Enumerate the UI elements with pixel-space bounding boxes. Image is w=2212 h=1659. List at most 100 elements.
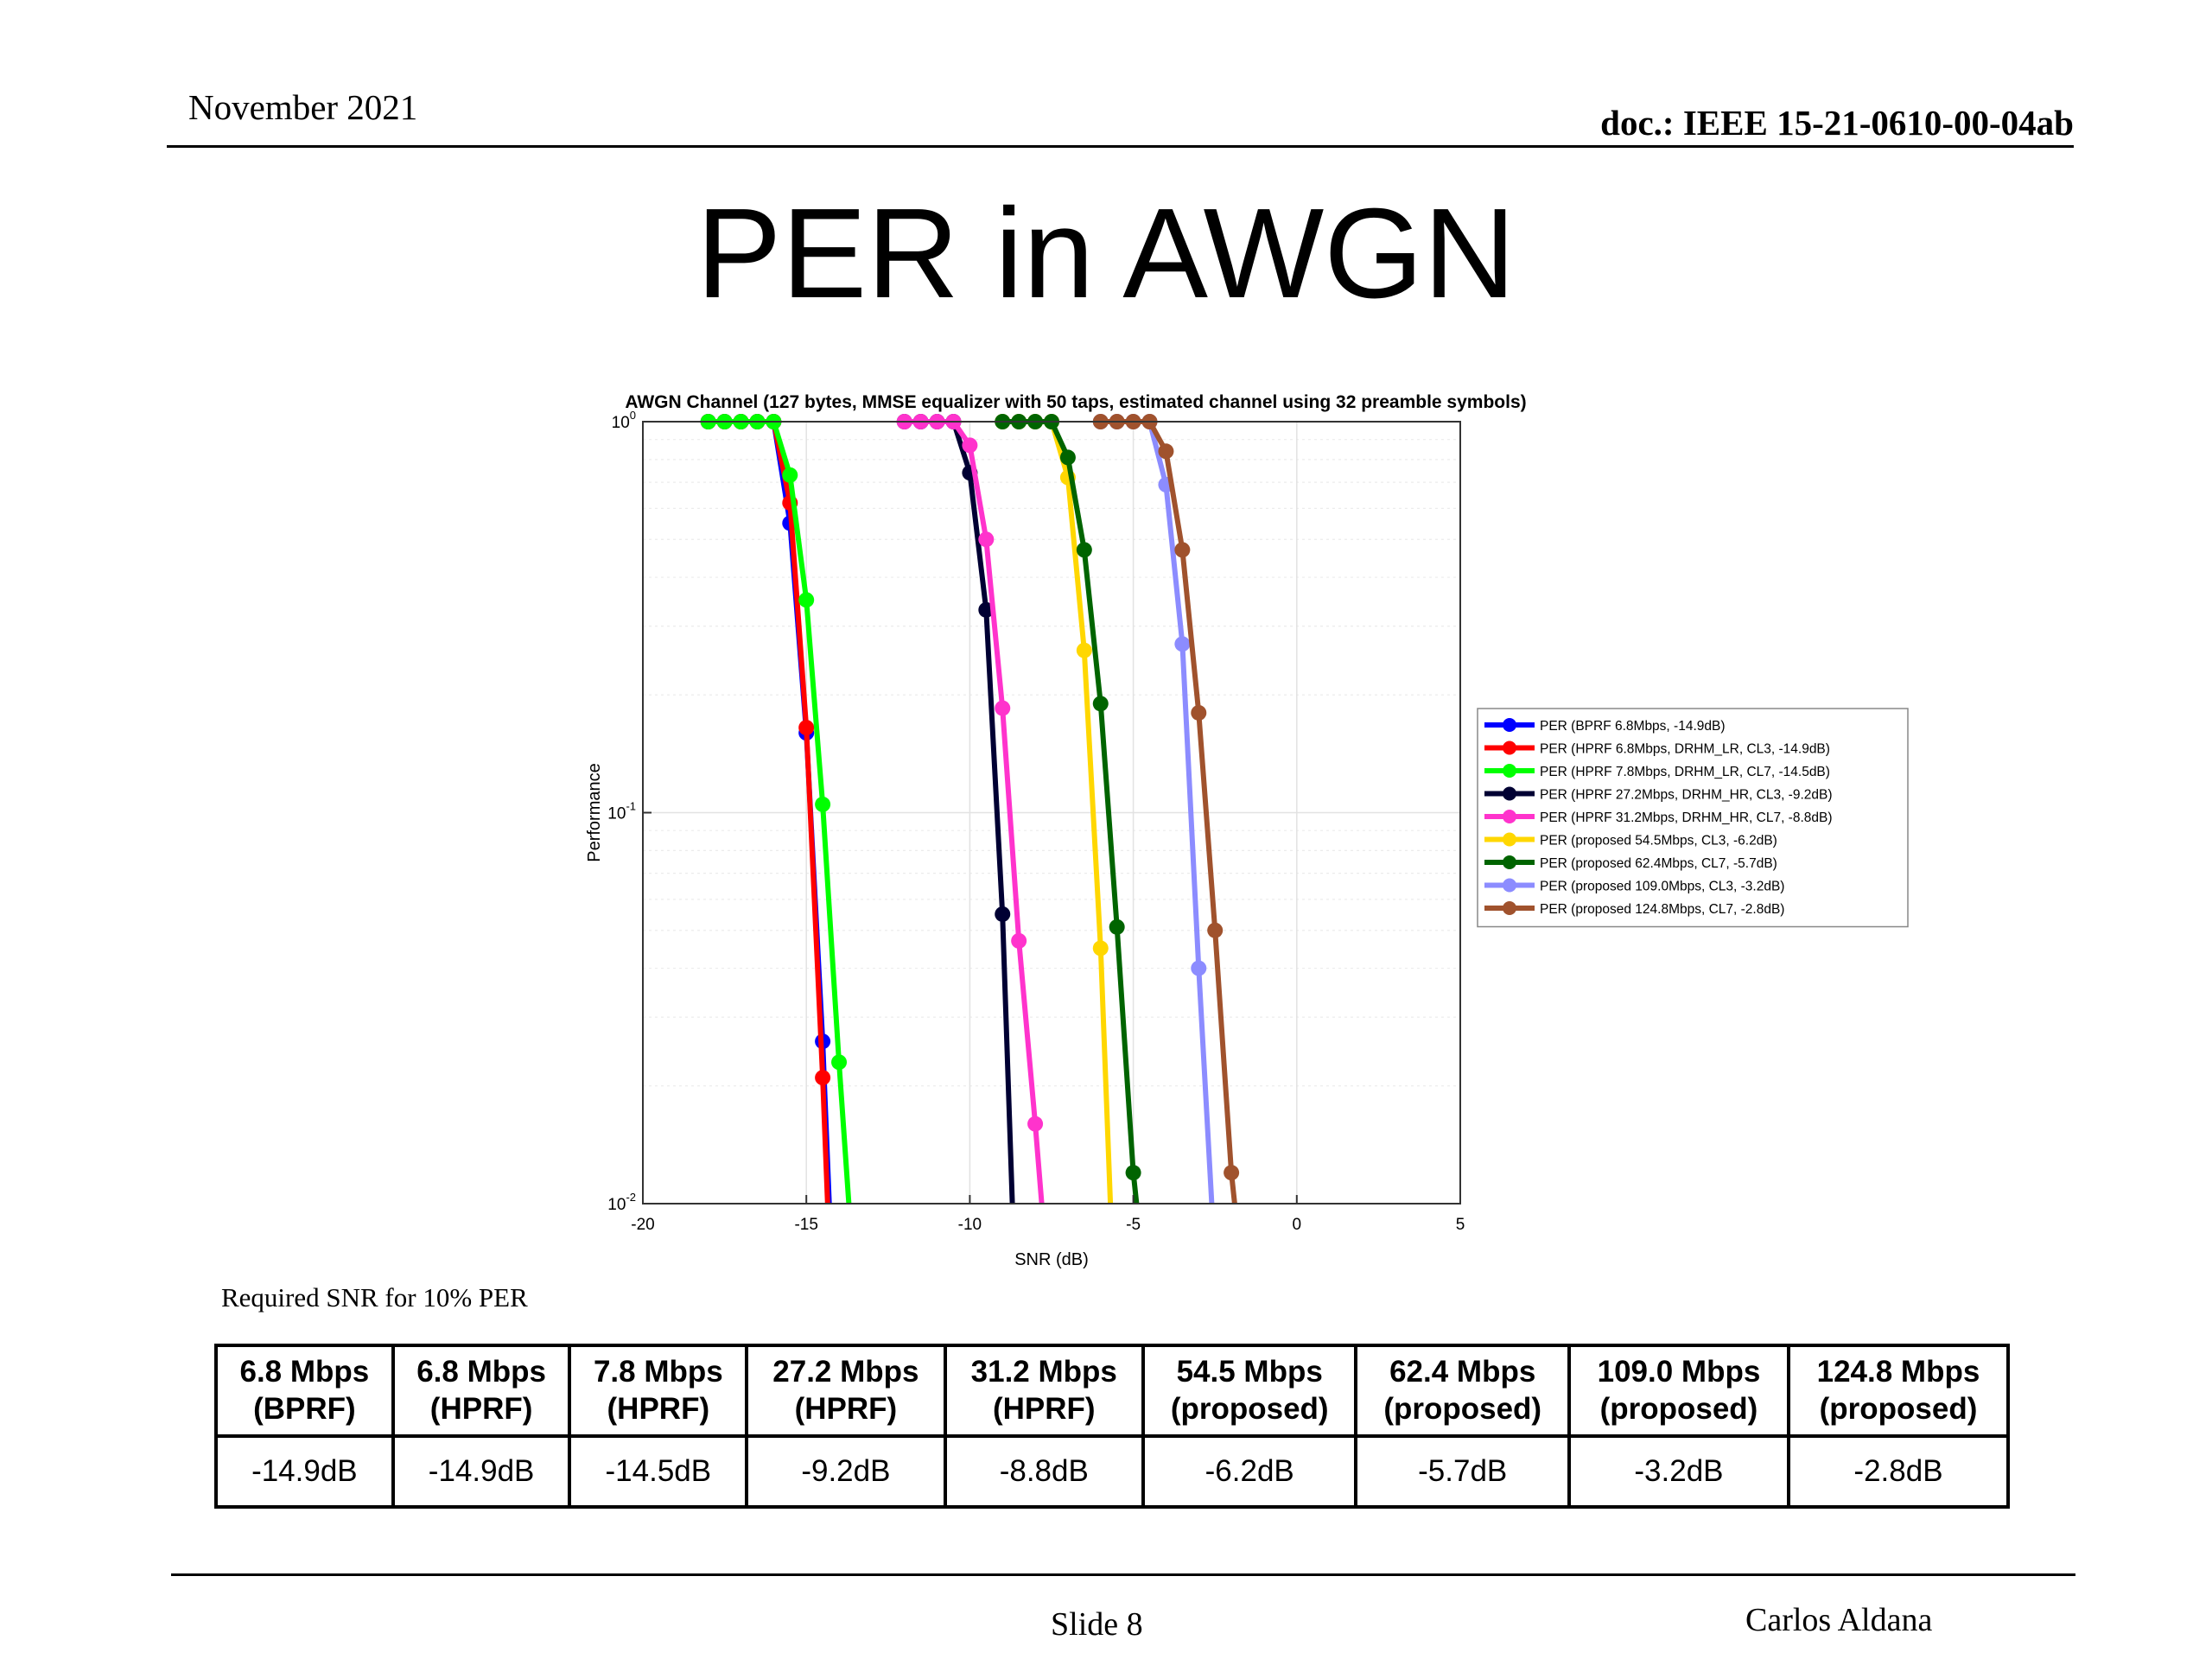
x-tick-label: 5	[1456, 1216, 1465, 1234]
y-tick-label: 10-1	[607, 800, 636, 823]
legend-marker	[1503, 878, 1516, 893]
snr-value-cell: -9.2dB	[745, 1434, 947, 1509]
snr-value-cell: -3.2dB	[1567, 1434, 1790, 1509]
snr-value-cell: -14.9dB	[214, 1434, 395, 1509]
mode-label: (HPRF)	[607, 1391, 710, 1426]
data-point	[1191, 960, 1207, 976]
legend-label: PER (HPRF 31.2Mbps, DRHM_HR, CL7, -8.8dB…	[1540, 810, 1833, 825]
data-point	[1059, 449, 1076, 466]
legend-label: PER (BPRF 6.8Mbps, -14.9dB)	[1540, 719, 1726, 734]
footer-rule	[171, 1573, 2075, 1576]
y-axis-label: Performance	[585, 763, 604, 862]
rate-label: 54.5 Mbps	[1176, 1354, 1323, 1389]
data-point	[831, 1054, 848, 1071]
data-point	[815, 796, 831, 812]
rate-label: 7.8 Mbps	[593, 1354, 723, 1389]
x-tick-label: -10	[958, 1216, 982, 1234]
legend-marker	[1503, 810, 1516, 823]
mode-label: (proposed)	[1170, 1391, 1329, 1426]
table-header-cell: 62.4 Mbps (proposed)	[1354, 1344, 1571, 1438]
data-point	[782, 467, 798, 483]
table-header-cell: 124.8 Mbps (proposed)	[1786, 1344, 2011, 1438]
mode-label: (HPRF)	[794, 1391, 898, 1426]
legend-marker	[1503, 855, 1516, 869]
data-point	[1174, 542, 1191, 558]
snr-table: 6.8 Mbps (BPRF) 6.8 Mbps (HPRF) 7.8 Mbps (H…	[214, 1344, 2011, 1509]
legend-label: PER (HPRF 7.8Mbps, DRHM_LR, CL7, -14.5dB…	[1540, 765, 1830, 779]
snr-value-cell: -14.9dB	[391, 1434, 572, 1509]
legend-label: PER (HPRF 6.8Mbps, DRHM_LR, CL3, -14.9dB…	[1540, 742, 1830, 757]
legend-marker	[1503, 832, 1516, 847]
table-header-row: 6.8 Mbps (BPRF) 6.8 Mbps (HPRF) 7.8 Mbps (H…	[214, 1344, 2011, 1438]
table-caption: Required SNR for 10% PER	[221, 1282, 528, 1313]
rate-label: 124.8 Mbps	[1816, 1354, 1980, 1389]
data-point	[1092, 696, 1109, 712]
rate-label: 62.4 Mbps	[1389, 1354, 1536, 1389]
data-point	[962, 437, 978, 454]
x-tick-label: -5	[1126, 1216, 1141, 1234]
data-point	[815, 1070, 831, 1086]
legend-box	[1477, 708, 1909, 928]
table-header-cell: 31.2 Mbps (HPRF)	[943, 1344, 1145, 1438]
mode-label: (proposed)	[1599, 1391, 1758, 1426]
mode-label: (HPRF)	[429, 1391, 533, 1426]
data-point	[1174, 636, 1191, 652]
rate-label: 27.2 Mbps	[772, 1354, 919, 1389]
header-doc-id: doc.: IEEE 15-21-0610-00-04ab	[1600, 103, 2074, 143]
legend-label: PER (HPRF 27.2Mbps, DRHM_HR, CL3, -9.2dB…	[1540, 788, 1833, 803]
table-header-cell: 7.8 Mbps (HPRF)	[568, 1344, 749, 1438]
data-point	[1109, 918, 1125, 935]
mode-label: (proposed)	[1383, 1391, 1542, 1426]
legend-marker	[1503, 764, 1516, 778]
legend-marker	[1503, 901, 1516, 915]
data-point	[1158, 443, 1174, 460]
rate-label: 109.0 Mbps	[1597, 1354, 1761, 1389]
legend-marker	[1503, 741, 1516, 755]
mode-label: (HPRF)	[992, 1391, 1096, 1426]
y-tick-label: 10-2	[607, 1191, 636, 1214]
legend-marker	[1503, 718, 1516, 732]
per-chart: -20 -15 -10 -5 0 5 100 10-1 10-2 AWGN Channel (12…	[585, 392, 1909, 1269]
header-rule	[167, 145, 2074, 148]
table-header-cell: 6.8 Mbps (BPRF)	[214, 1344, 395, 1438]
snr-value-cell: -6.2dB	[1141, 1434, 1358, 1509]
table-header-cell: 27.2 Mbps (HPRF)	[745, 1344, 947, 1438]
data-point	[1125, 1165, 1141, 1181]
data-point	[1027, 1116, 1044, 1132]
chart-title: AWGN Channel (127 bytes, MMSE equalizer …	[625, 392, 1526, 412]
data-point	[1224, 1165, 1240, 1181]
slide-number: Slide 8	[1051, 1606, 1143, 1643]
legend-label: PER (proposed 62.4Mbps, CL7, -5.7dB)	[1540, 856, 1777, 871]
y-tick-label: 100	[612, 409, 636, 432]
data-point	[1011, 932, 1027, 949]
legend-label: PER (proposed 124.8Mbps, CL7, -2.8dB)	[1540, 902, 1784, 917]
data-point	[1207, 922, 1224, 938]
snr-value-cell: -8.8dB	[943, 1434, 1145, 1509]
table-header-cell: 109.0 Mbps (proposed)	[1567, 1344, 1790, 1438]
header-date: November 2021	[188, 87, 418, 127]
x-tick-label: 0	[1293, 1216, 1302, 1234]
rate-label: 6.8 Mbps	[239, 1354, 370, 1389]
data-point	[995, 700, 1011, 716]
snr-value-cell: -2.8dB	[1786, 1434, 2011, 1509]
x-tick-label: -20	[631, 1216, 654, 1234]
table-row: -14.9dB -14.9dB -14.5dB -9.2dB -8.8dB -6…	[214, 1434, 2011, 1509]
mode-label: (proposed)	[1819, 1391, 1978, 1426]
legend-label: PER (proposed 109.0Mbps, CL3, -3.2dB)	[1540, 880, 1784, 894]
data-point	[798, 720, 815, 736]
rate-label: 6.8 Mbps	[416, 1354, 546, 1389]
data-point	[1092, 940, 1109, 957]
mode-label: (BPRF)	[253, 1391, 356, 1426]
table-header-cell: 6.8 Mbps (HPRF)	[391, 1344, 572, 1438]
snr-value-cell: -14.5dB	[568, 1434, 749, 1509]
page-title: PER in AWGN	[696, 182, 1516, 325]
data-point	[978, 531, 995, 548]
author-name: Carlos Aldana	[1745, 1602, 1933, 1638]
legend-label: PER (proposed 54.5Mbps, CL3, -6.2dB)	[1540, 834, 1777, 849]
x-tick-label: -15	[794, 1216, 817, 1234]
table-header-cell: 54.5 Mbps (proposed)	[1141, 1344, 1358, 1438]
legend: PER (BPRF 6.8Mbps, -14.9dB) PER (HPRF 6.8…	[1477, 708, 1909, 928]
snr-value-cell: -5.7dB	[1354, 1434, 1571, 1509]
x-axis-label: SNR (dB)	[1014, 1250, 1089, 1269]
data-point	[798, 592, 815, 608]
